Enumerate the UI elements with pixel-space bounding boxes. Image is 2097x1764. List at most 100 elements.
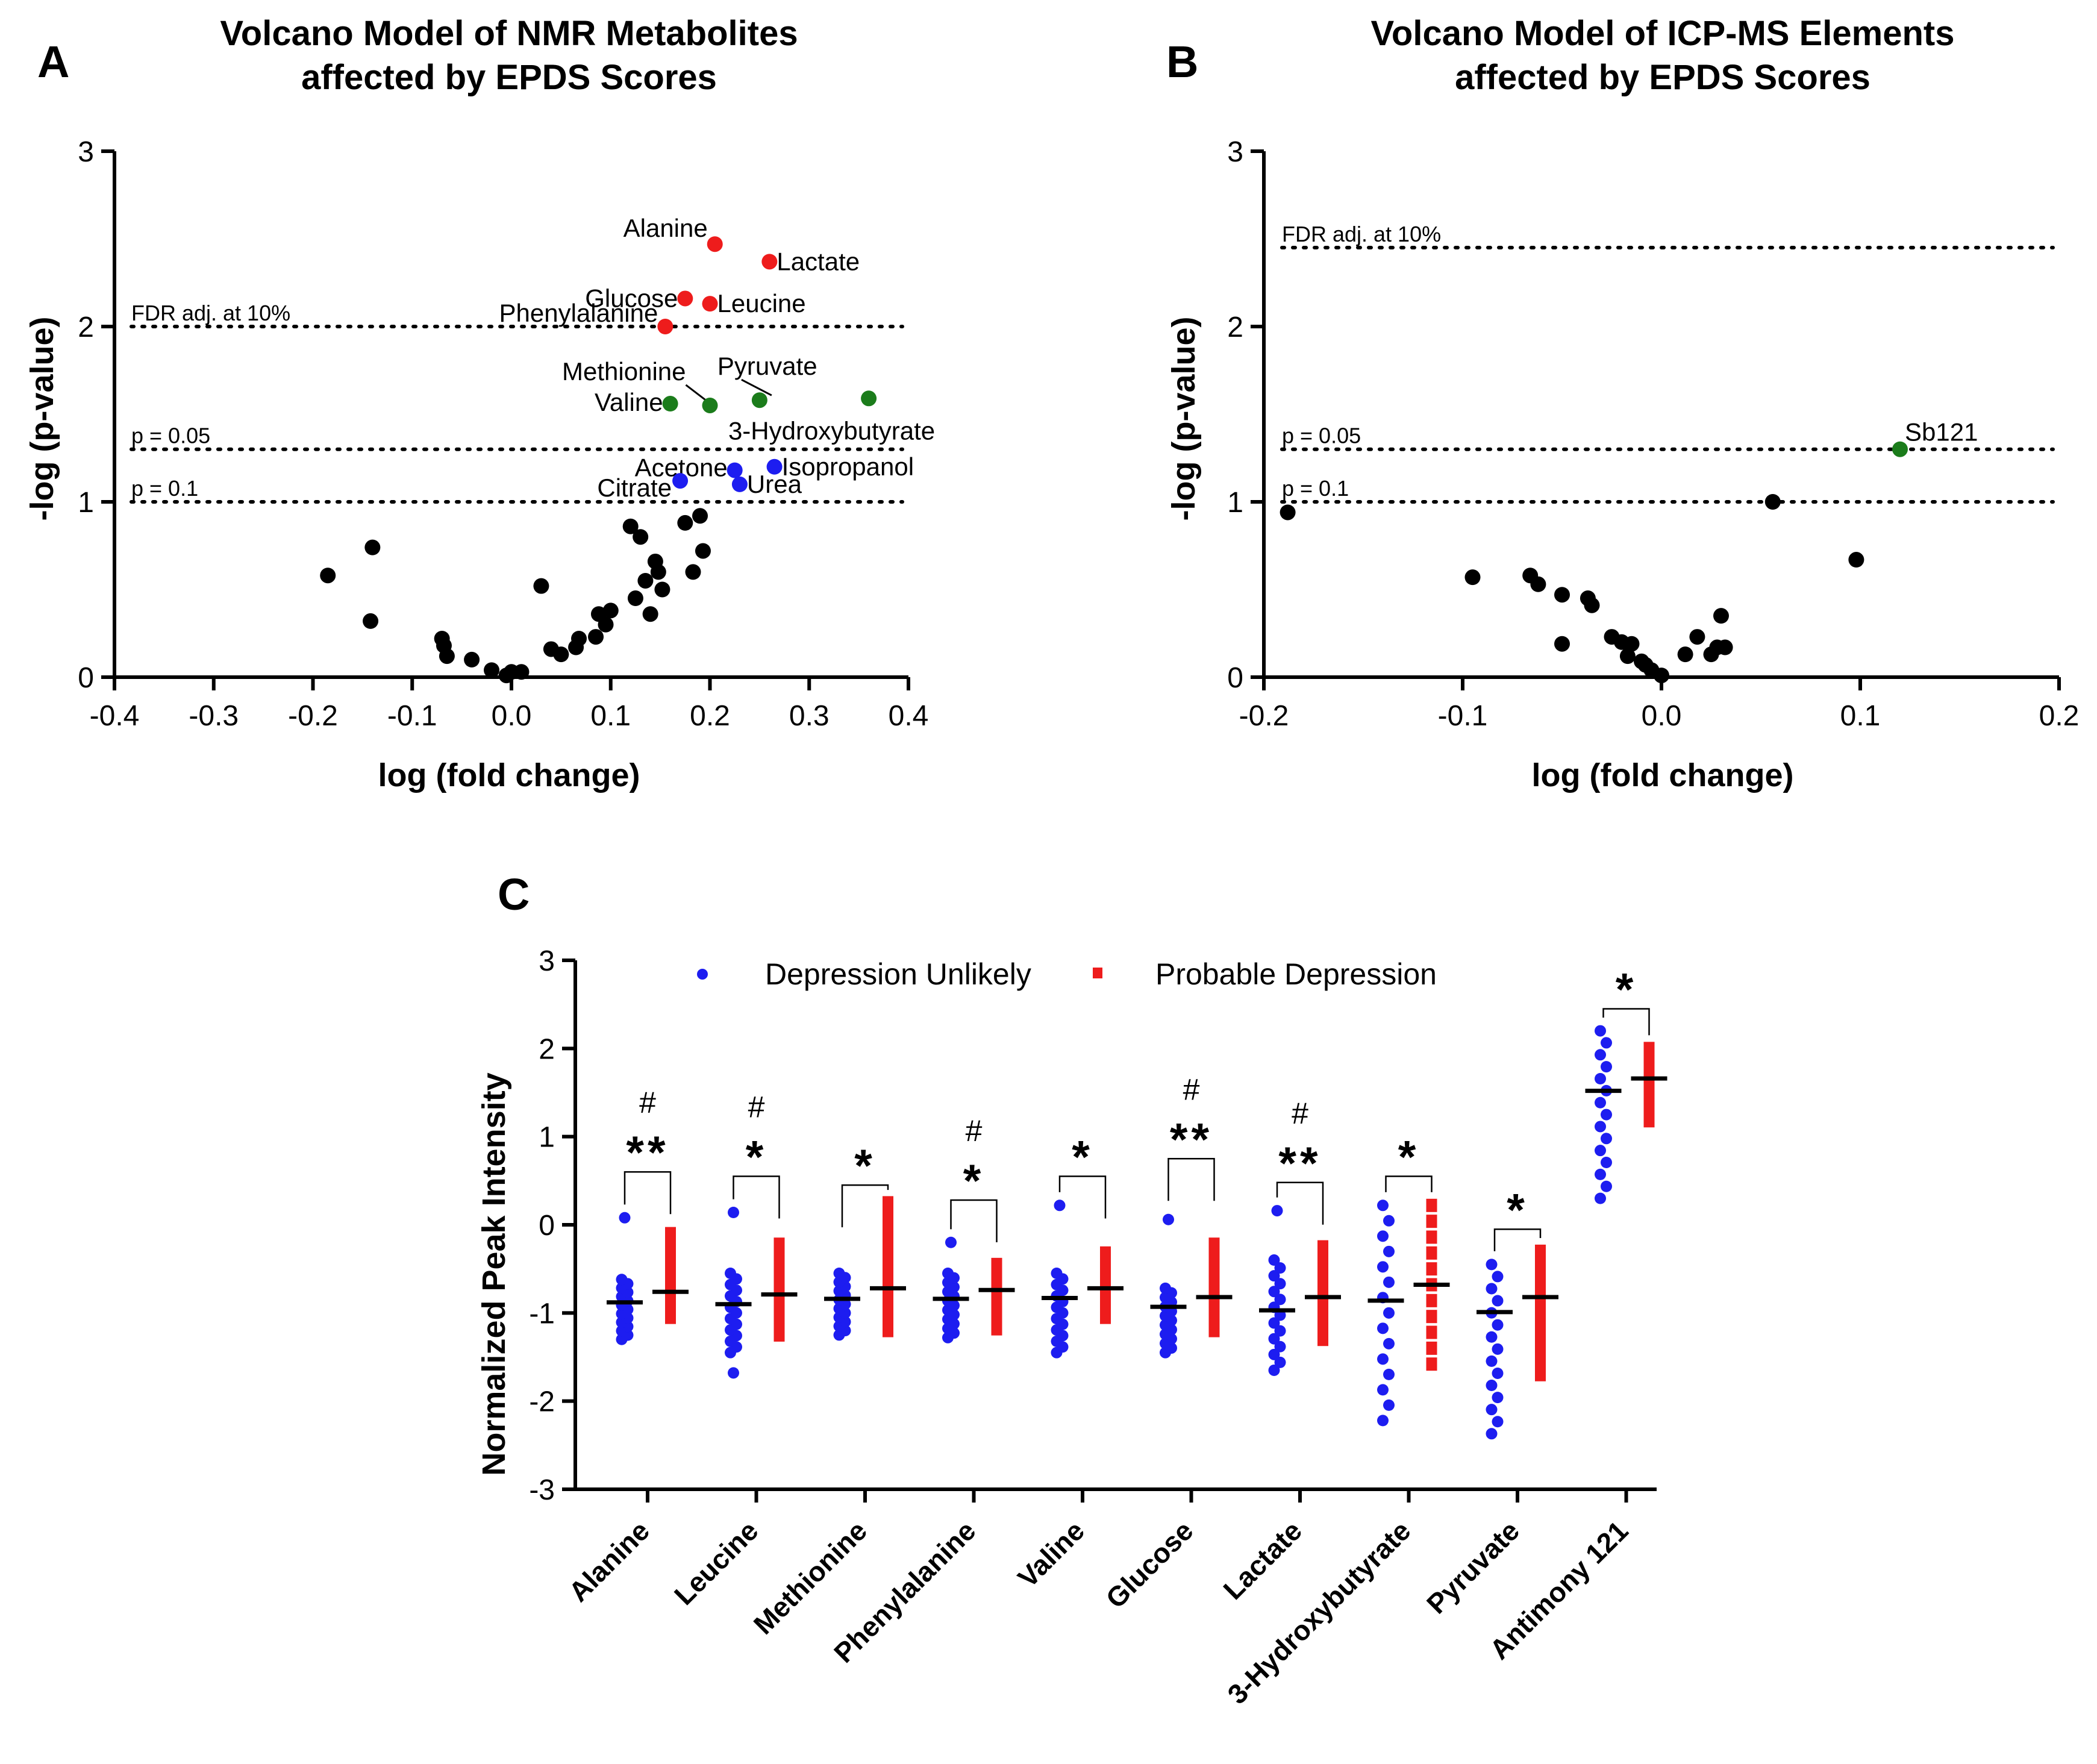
panel-b-x-axis-title: log (fold change) [1532, 757, 1794, 793]
panel-c-antimony-121-unlikely-point-6 [1595, 1121, 1606, 1133]
legend-marker-probable-depression [1093, 968, 1102, 978]
panel-a-threshold-label-fdr-adj-at-10: FDR adj. at 10% [131, 301, 290, 325]
panel-b-point-3 [1530, 576, 1546, 592]
panel-a-x-tick-label-5: 0.1 [590, 700, 631, 732]
panel-c-pyruvate-probable-point-3 [1535, 1331, 1546, 1345]
panel-c-3-hydroxybutyrate-bracket [1385, 1175, 1433, 1192]
panel-c-lactate-unlikely-point-3 [1274, 1340, 1286, 1353]
panel-c-pyruvate-probable-point-1 [1535, 1356, 1546, 1369]
panel-c-3-hydroxybutyrate-unlikely-point-13 [1383, 1215, 1395, 1227]
panel-c-3-hydroxybutyrate-unlikely-point-10 [1377, 1261, 1389, 1273]
panel-b-threshold-label-p-0-1: p = 0.1 [1282, 476, 1349, 501]
panel-c-antimony-121-unlikely-point-5 [1601, 1133, 1612, 1145]
panel-c-pyruvate-probable-point-2 [1535, 1343, 1546, 1357]
panel-a-point-urea-label: Urea [747, 470, 802, 498]
panel-a-point-citrate [672, 473, 689, 489]
panel-a-point-citrate-label: Citrate [597, 474, 672, 502]
panel-c-methionine-probable-point-4 [883, 1272, 893, 1286]
panel-a-point-urea [731, 476, 748, 492]
panel-c-3-hydroxybutyrate-unlikely-point-9 [1383, 1276, 1395, 1288]
panel-c-3-hydroxybutyrate-probable-point-1 [1426, 1341, 1437, 1355]
panel-c-3-hydroxybutyrate-probable-point-8 [1426, 1230, 1437, 1244]
panel-a-point-pyruvate [751, 392, 767, 408]
panel-c-lactate-unlikely-point-6 [1268, 1317, 1280, 1329]
legend-label-depression-unlikely: Depression Unlikely [765, 957, 1031, 991]
panel-c-antimony-121-unlikely-point-0 [1595, 1192, 1606, 1204]
panel-c-methionine-probable-point-9 [883, 1209, 893, 1222]
panel-c-antimony-121-unlikely-point-14 [1595, 1025, 1606, 1037]
panel-a-y-tick-label-1: 1 [78, 487, 94, 519]
panel-a-point-valine-label: Valine [595, 388, 663, 416]
panel-a-point-27 [654, 581, 670, 598]
panel-a-point-29 [685, 564, 701, 580]
panel-c-phenylalanine-fdr-hash: # [966, 1114, 983, 1148]
panel-c-pyruvate-probable-point-9 [1535, 1257, 1546, 1271]
panel-c-pyruvate-unlikely-point-7 [1492, 1343, 1504, 1355]
panel-c-leucine-significance-stars: * [746, 1132, 767, 1183]
panel-b-point-sb121-label: Sb121 [1905, 418, 1978, 446]
panel-c-3-hydroxybutyrate-probable-point-7 [1426, 1246, 1437, 1260]
panel-b-y-tick-label-3: 3 [1227, 136, 1243, 168]
panel-c-3-hydroxybutyrate-unlikely-point-7 [1383, 1307, 1395, 1319]
panel-b-point-1 [1464, 569, 1481, 586]
panel-c-legend: Depression Unlikely Probable Depression [697, 957, 1437, 991]
panel-c-lactate-unlikely-point-12 [1268, 1270, 1280, 1282]
panel-b-y-tick-label-1: 1 [1227, 487, 1243, 519]
panel-c-methionine-significance-stars: * [854, 1140, 876, 1192]
panel-b-volcano-chart: Volcano Model of ICP-MS Elements affecte… [1166, 14, 2079, 793]
panel-c-methionine-probable-point-7 [883, 1234, 893, 1248]
panel-c-alanine-unlikely-outlier-0 [619, 1212, 631, 1224]
panel-c-pyruvate-probable-point-7 [1535, 1281, 1546, 1295]
panel-c-leucine-unlikely-outlier-1 [728, 1367, 739, 1379]
panel-c-antimony-121-unlikely-point-12 [1595, 1049, 1606, 1061]
panel-c-lactate-unlikely-point-14 [1268, 1254, 1280, 1266]
panel-c-3-hydroxybutyrate-probable-point-10 [1426, 1198, 1437, 1212]
panel-a-point-lactate [761, 254, 778, 270]
panel-a-x-tick-label-3: -0.1 [387, 700, 437, 732]
panel-c-plot: -3-2-10123Alanine**#Leucine*#Methionine*… [529, 945, 1667, 1710]
panel-c-glucose-unlikely-outlier-0 [1163, 1213, 1174, 1225]
panel-a-point-methionine-leader [685, 384, 707, 402]
panel-a-point-alanine [707, 236, 723, 252]
panel-c-3-hydroxybutyrate-probable-point-0 [1426, 1357, 1437, 1371]
panel-a-point-methionine [702, 397, 718, 413]
panel-a-x-tick-label-6: 0.2 [690, 700, 730, 732]
panel-a-point-30 [692, 508, 708, 524]
panel-a-point-13 [553, 646, 569, 663]
panel-a-point-glucose-label: Glucose [585, 284, 678, 312]
panel-c-y-tick-label-4: 1 [539, 1122, 555, 1154]
panel-a-point-19 [602, 602, 619, 619]
panel-c-leucine-bracket [733, 1175, 780, 1219]
panel-c-antimony-121-probable-point-10 [1643, 1042, 1655, 1056]
panel-c-pyruvate-probable-point-10 [1535, 1244, 1546, 1258]
panel-a-title-line-1: Volcano Model of NMR Metabolites [220, 14, 798, 53]
panel-c-y-tick-label-3: 0 [539, 1210, 555, 1242]
panel-a-x-tick-label-1: -0.3 [189, 700, 239, 732]
panel-c-category-label-glucose: Glucose [1099, 1515, 1199, 1614]
panel-c-category-label-3-hydroxybutyrate: 3-Hydroxybutyrate [1221, 1515, 1416, 1710]
panel-c-pyruvate-unlikely-point-0 [1486, 1428, 1498, 1440]
panel-c-methionine-unlikely-point-14 [833, 1267, 845, 1279]
panel-c-pyruvate-probable-point-0 [1535, 1368, 1546, 1381]
panel-b-point-7 [1584, 597, 1600, 613]
panel-a-x-tick-label-7: 0.3 [789, 700, 830, 732]
panel-c-alanine-fdr-hash: # [639, 1086, 656, 1119]
panel-c-3-hydroxybutyrate-unlikely-point-2 [1377, 1384, 1389, 1396]
panel-a-point-phenylalanine [657, 319, 673, 334]
panel-b-title-line-1: Volcano Model of ICP-MS Elements [1371, 14, 1955, 53]
panel-a-point-leucine [702, 296, 718, 312]
panel-c-lactate-unlikely-outlier-0 [1271, 1205, 1283, 1217]
panel-a-volcano-chart: Volcano Model of NMR Metabolites affecte… [24, 14, 935, 793]
panel-c-3-hydroxybutyrate-unlikely-point-3 [1383, 1368, 1395, 1380]
panel-b-point-sb121 [1892, 441, 1908, 457]
panel-a-point-3-hydroxybutyrate [861, 390, 877, 407]
panel-a-point-24 [642, 606, 658, 622]
panel-c-valine-unlikely-point-14 [1051, 1267, 1063, 1279]
panel-c-lactate-unlikely-point-9 [1274, 1293, 1286, 1306]
panel-c-antimony-121-unlikely-point-1 [1601, 1180, 1612, 1192]
panel-letter-c: C [498, 869, 530, 919]
panel-a-y-tick-label-3: 3 [78, 136, 94, 168]
panel-c-antimony-121-unlikely-point-11 [1601, 1061, 1612, 1073]
panel-b-y-tick-label-2: 2 [1227, 311, 1243, 343]
panel-a-point-acetone [727, 462, 743, 478]
